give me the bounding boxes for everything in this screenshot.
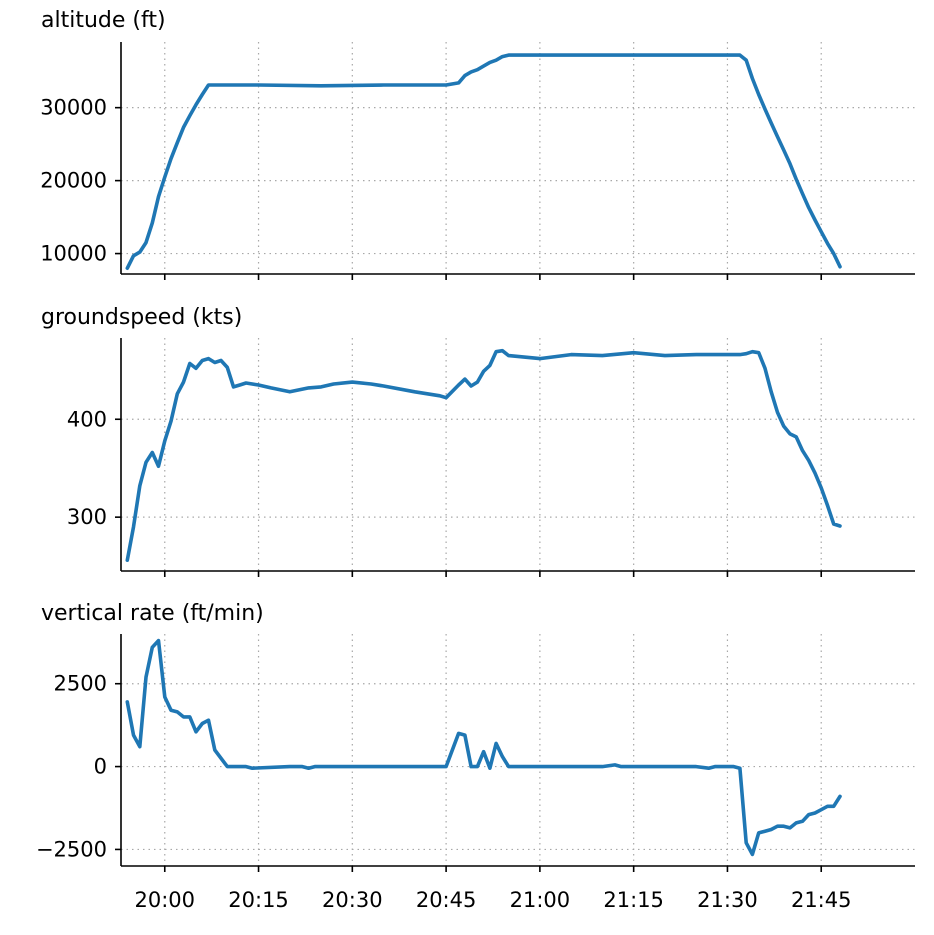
xtick-label: 21:00: [510, 888, 571, 912]
altitude-series-line: [125, 53, 842, 271]
groundspeed-title: groundspeed (kts): [41, 305, 242, 330]
groundspeed-series-line: [125, 348, 842, 563]
vertical-rate-title: vertical rate (ft/min): [41, 601, 264, 626]
altitude-ytick-label: 10000: [40, 242, 107, 266]
groundspeed-panel: groundspeed (kts) 300 400: [41, 305, 915, 577]
xtick-label: 21:30: [697, 888, 758, 912]
vertical-rate-panel: vertical rate (ft/min) −2500 0 2500: [36, 601, 915, 872]
altitude-panel: altitude (ft) 10000 20000 30000: [40, 8, 915, 280]
vertical-rate-ytick-label: 2500: [54, 672, 107, 696]
xtick-label: 21:15: [603, 888, 664, 912]
xtick-label: 20:00: [134, 888, 195, 912]
xtick-label: 21:45: [791, 888, 852, 912]
xtick-label: 20:30: [322, 888, 383, 912]
vertical-rate-ytick-label: −2500: [36, 837, 107, 861]
vertical-rate-ytick-label: 0: [94, 755, 107, 779]
altitude-title: altitude (ft): [41, 8, 166, 33]
xtick-label: 20:45: [416, 888, 477, 912]
groundspeed-ytick-label: 400: [67, 407, 107, 431]
groundspeed-ytick-label: 300: [67, 505, 107, 529]
altitude-ytick-label: 20000: [40, 169, 107, 193]
altitude-ytick-label: 30000: [40, 96, 107, 120]
xtick-label: 20:15: [228, 888, 289, 912]
vertical-rate-series-line: [125, 638, 842, 857]
